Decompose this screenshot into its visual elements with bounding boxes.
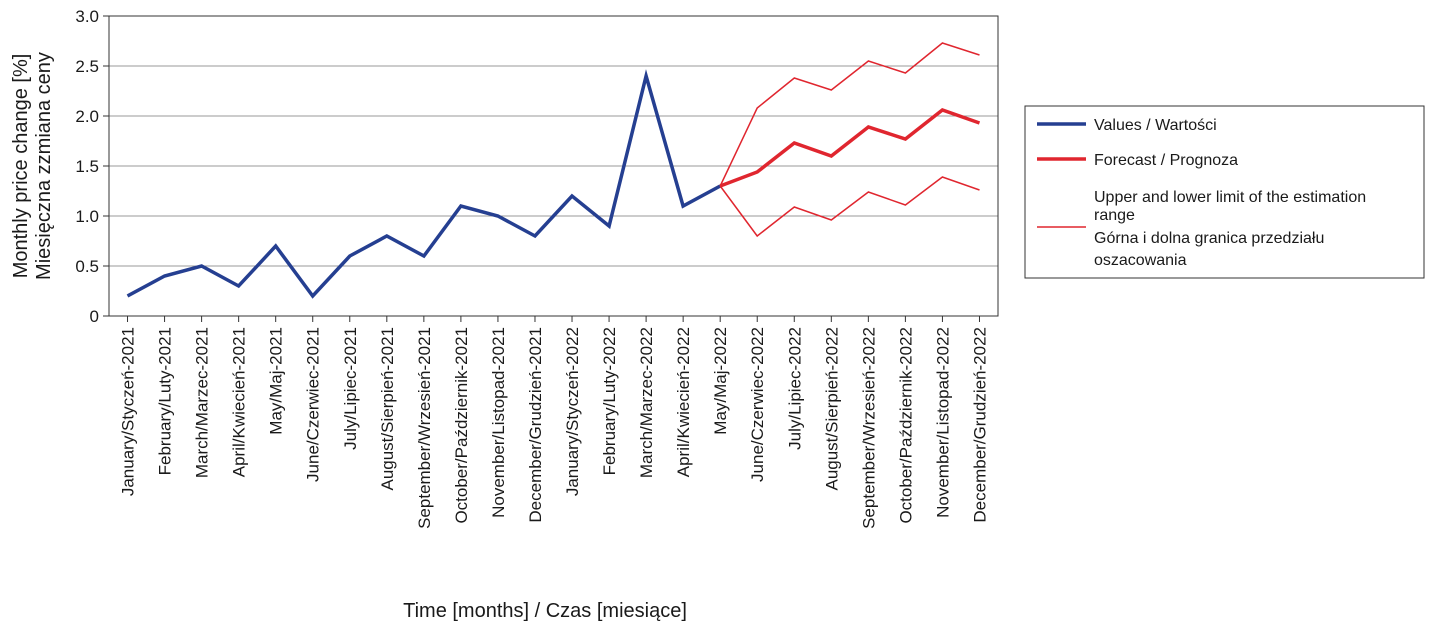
x-axis: January/Styczeń-2021 February/Luty-2021 Ma… xyxy=(119,316,989,529)
x-tick-label: May/Maj-2022 xyxy=(711,327,730,435)
y-tick-label: 1.0 xyxy=(75,207,99,226)
y-tick-label: 1.5 xyxy=(75,157,99,176)
series-line xyxy=(719,42,980,187)
x-tick-label: November/Listopad-2022 xyxy=(933,327,952,518)
series-lines xyxy=(126,42,981,299)
y-axis-title: Monthly price change [%] Miesięczna zzmia… xyxy=(10,52,55,280)
series-line xyxy=(719,108,981,188)
y-tick-label: 2.5 xyxy=(75,57,99,76)
legend-label: Forecast / Prognoza xyxy=(1094,152,1238,169)
y-tick-label: 2.0 xyxy=(75,107,99,126)
y-tick-label: 0 xyxy=(90,307,99,326)
x-tick-label: August/Sierpień-2022 xyxy=(822,327,841,491)
y-tick-label: 0.5 xyxy=(75,257,99,276)
x-axis-title: Time [months] / Czas [miesiące] xyxy=(403,600,687,622)
x-tick-label: September/Wrzesień-2021 xyxy=(415,327,434,529)
x-tick-label: October/Październik-2022 xyxy=(896,327,915,524)
y-axis: 0 0.5 1.0 1.5 2.0 2.5 3.0 xyxy=(75,7,109,326)
x-tick-label: February/Luty-2021 xyxy=(156,327,175,475)
y-tick-label: 3.0 xyxy=(75,7,99,26)
legend-label: range xyxy=(1094,207,1135,224)
gridlines xyxy=(109,65,998,267)
x-tick-label: January/Styczeń-2022 xyxy=(563,327,582,496)
x-tick-label: June/Czerwiec-2021 xyxy=(304,327,323,482)
x-tick-label: February/Luty-2022 xyxy=(600,327,619,475)
x-tick-label: September/Wrzesień-2022 xyxy=(859,327,878,529)
x-tick-label: July/Lipiec-2021 xyxy=(341,327,360,450)
x-tick-label: January/Styczeń-2021 xyxy=(119,327,138,496)
x-tick-label: August/Sierpień-2021 xyxy=(378,327,397,491)
series-line xyxy=(126,69,722,299)
legend-box xyxy=(1024,105,1425,279)
y-axis-title-line: Monthly price change [%] xyxy=(10,54,32,279)
series-line xyxy=(719,176,980,238)
y-axis-title-line: Miesięczna zzmiana ceny xyxy=(33,52,55,280)
legend-label: Values / Wartości xyxy=(1094,117,1217,134)
x-tick-label: December/Grudzień-2022 xyxy=(970,327,989,523)
legend: Values / Wartości Forecast / Prognoza Uppe… xyxy=(1024,105,1425,279)
x-tick-label: June/Czerwiec-2022 xyxy=(748,327,767,482)
legend-label: Górna i dolna granica przedziału xyxy=(1094,230,1324,247)
x-tick-label: October/Październik-2021 xyxy=(452,327,471,524)
x-tick-label: July/Lipiec-2022 xyxy=(785,327,804,450)
x-tick-label: April/Kwiecień-2022 xyxy=(674,327,693,477)
x-tick-label: April/Kwiecień-2021 xyxy=(230,327,249,477)
x-tick-label: May/Maj-2021 xyxy=(267,327,286,435)
x-tick-label: March/Marzec-2022 xyxy=(637,327,656,478)
legend-label: oszacowania xyxy=(1094,252,1187,269)
legend-label: Upper and lower limit of the estimation xyxy=(1094,189,1366,206)
x-tick-label: March/Marzec-2021 xyxy=(193,327,212,478)
x-tick-label: December/Grudzień-2021 xyxy=(526,327,545,523)
x-tick-label: November/Listopad-2021 xyxy=(489,327,508,518)
